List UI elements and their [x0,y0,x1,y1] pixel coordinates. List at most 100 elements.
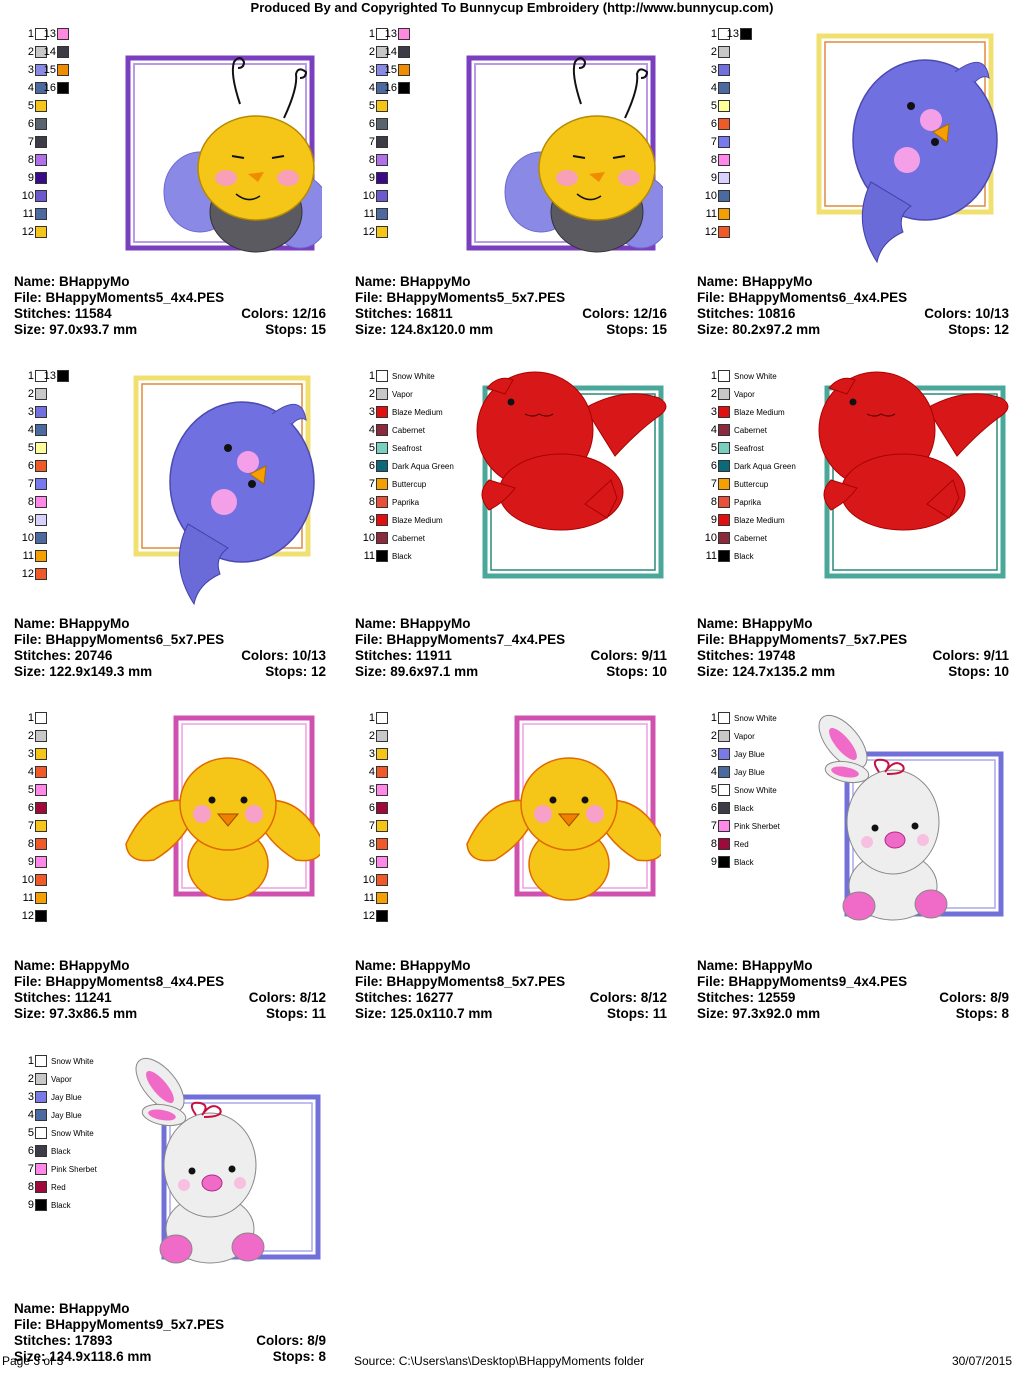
bow [873,758,905,775]
stop-count: 12 [993,322,1009,337]
thread-swatch: 7 [14,134,47,150]
eye-left [208,796,216,804]
swatch-name: Paprika [734,497,762,507]
beak [557,813,581,827]
swatch-number: 5 [27,442,34,454]
size-row: Size: 125.0x110.7 mm Stops: 11 [355,1006,667,1022]
swatch-color [718,136,730,148]
thread-swatch: 6 Black [697,800,754,816]
name-label: Name: [14,274,56,289]
swatch-number: 1 [27,28,34,40]
thread-swatch: 4 [355,80,388,96]
thread-swatch: 4 [14,422,47,438]
tail [926,479,960,519]
thread-swatch: 5 Snow White [697,782,777,798]
thread-swatch: 5 Snow White [14,1125,94,1141]
swatch-number: 11 [363,892,375,904]
swatch-color [35,136,47,148]
file-name: BHappyMoments8_4x4.PES [45,974,225,989]
swatch-name: Black [734,857,754,867]
swatch-color [35,874,47,886]
antenna-left [572,57,587,105]
stitch-count: 20746 [74,648,113,663]
size-row: Size: 97.3x92.0 mm Stops: 8 [697,1006,1009,1022]
file-row: File: BHappyMoments6_4x4.PES [697,290,1009,306]
name-row: Name: BHappyMo [697,958,1009,974]
thread-swatch: 6 [355,800,388,816]
stop-count: 8 [1001,1006,1009,1021]
design-card: 1 2 3 4 5 6 7 8 9 10 11 12 13 14 15 16 Name: BHappyMo Fi… [355,26,675,356]
cheek-right [234,1177,246,1189]
name-row: Name: BHappyMo [697,274,1009,290]
bluebird-artwork [132,374,322,615]
design-card: 1 2 3 4 5 6 7 8 9 10 11 12 13 Name: BHappyMo File: BH… [14,368,334,698]
thread-swatch: 10 [14,530,47,546]
swatch-color [718,784,730,796]
wing [861,181,912,264]
design-name: BHappyMo [400,274,471,289]
swatch-number: 2 [710,46,717,58]
swatch-number: 5 [710,100,717,112]
swatch-color [718,118,730,130]
foot-left [842,891,876,921]
swatch-name: Cabernet [734,533,767,543]
swatch-color [376,100,388,112]
swatch-name: Snow White [51,1056,94,1066]
thread-swatch: 5 [697,98,730,114]
swatch-color [35,892,47,904]
thread-swatch: 13 [36,26,69,42]
thread-swatch: 5 Seafrost [355,440,422,456]
swatch-color [35,1181,47,1193]
bee-head [538,115,656,221]
swatch-color [376,820,388,832]
file-row: File: BHappyMoments8_4x4.PES [14,974,326,990]
swatch-number: 9 [368,856,375,868]
swatch-number: 8 [710,154,717,166]
swatch-color [376,460,388,472]
file-label: File: [355,974,383,989]
file-row: File: BHappyMoments8_5x7.PES [355,974,667,990]
swatch-color [35,838,47,850]
size-row: Size: 124.8x120.0 mm Stops: 15 [355,322,667,338]
swatch-color [35,424,47,436]
cheek-left [178,1179,190,1191]
swatch-color [398,64,410,76]
eyes [231,155,285,159]
thread-swatch: 3 [14,746,47,762]
swatch-name: Snow White [734,713,777,723]
swatch-color [376,172,388,184]
swatch-name: Cabernet [392,533,425,543]
swatch-color [35,460,47,472]
thread-swatch: 4 Cabernet [697,422,767,438]
thread-swatch: 2 Vapor [355,386,413,402]
swatch-number: 4 [27,424,34,436]
thread-swatch: 8 Paprika [355,494,419,510]
swatch-name: Jay Blue [51,1110,82,1120]
swatch-color [718,514,730,526]
swatch-color [376,892,388,904]
swatch-number: 5 [368,784,375,796]
swatch-color [718,406,730,418]
thread-swatch: 11 Black [697,548,754,564]
file-label: File: [697,632,725,647]
swatch-number: 15 [43,64,56,76]
thread-swatch: 5 [14,440,47,456]
thread-swatch: 4 Cabernet [355,422,425,438]
swatch-name: Seafrost [392,443,422,453]
design-card: 1 2 3 4 5 6 7 8 9 10 11 12 13 14 15 16 Name: BHappyMo Fi… [14,26,334,356]
design-info: Name: BHappyMo File: BHappyMoments9_4x4.P… [697,958,1009,1022]
design-card: 1 Snow White 2 Vapor 3 Blaze Medium 4 Cabernet 5… [697,368,1017,698]
size-label: Size: [14,664,46,679]
thread-swatch: 15 [377,62,410,78]
size-row: Size: 97.3x86.5 mm Stops: 11 [14,1006,326,1022]
thread-swatch: 9 [14,512,47,528]
swatch-color [718,370,730,382]
swatch-number: 4 [27,1109,34,1121]
swatch-number: 3 [27,1091,34,1103]
thread-swatch: 1 Snow White [355,368,435,384]
swatch-color [35,802,47,814]
swatch-number: 9 [27,172,34,184]
swatch-number: 3 [710,748,717,760]
swatch-number: 7 [27,478,34,490]
file-row: File: BHappyMoments7_5x7.PES [697,632,1009,648]
